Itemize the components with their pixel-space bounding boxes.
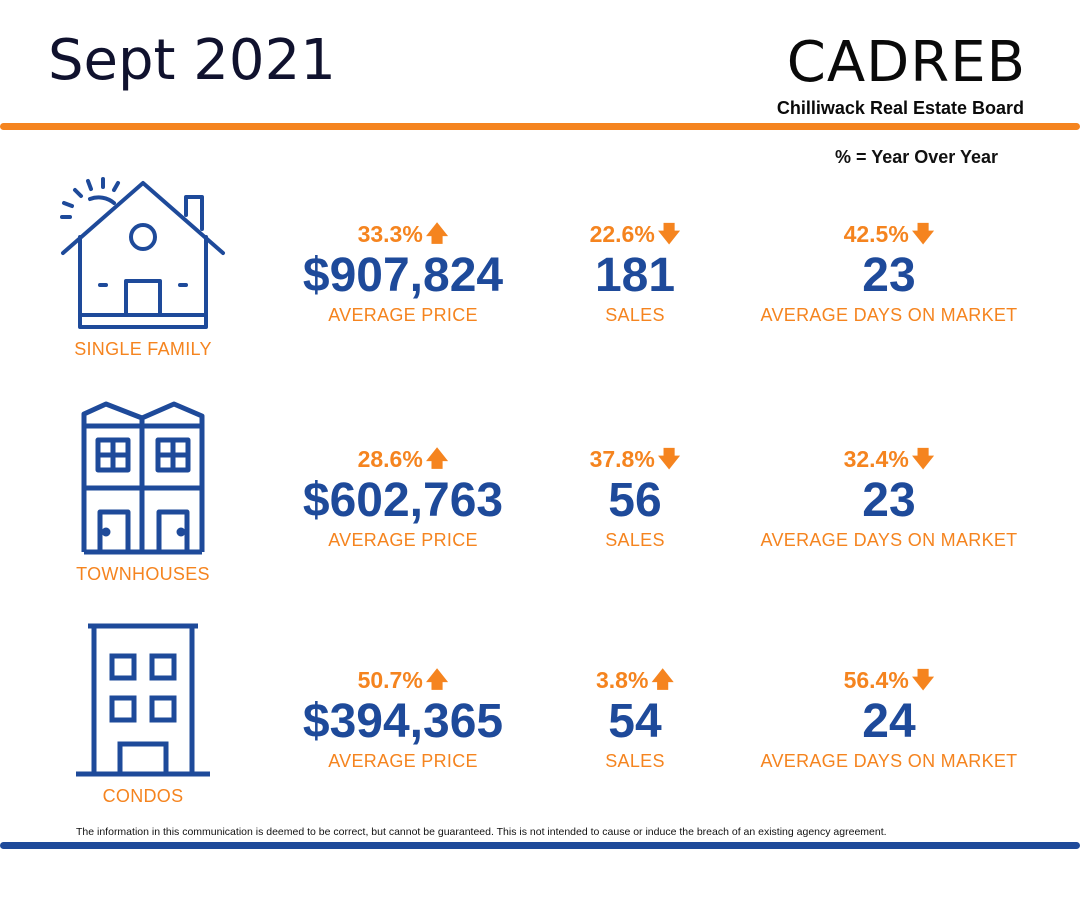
category-label: TOWNHOUSES xyxy=(76,564,210,584)
days-on-market-value: 24 xyxy=(862,695,916,748)
sales-label: SALES xyxy=(605,530,665,550)
header-divider xyxy=(0,123,1080,130)
days-on-market-stat: 42.5% 🡇 23 AVERAGE DAYS ON MARKET xyxy=(758,219,1020,326)
arrow-up-icon: 🡅 xyxy=(425,221,449,246)
dom-change: 32.4% 🡇 xyxy=(843,445,935,472)
days-on-market-label: AVERAGE DAYS ON MARKET xyxy=(760,530,1018,550)
disclaimer-text: The information in this communication is… xyxy=(76,826,887,838)
sales-stat: 3.8% 🡅 54 SALES xyxy=(555,665,715,772)
sales-stat: 37.8% 🡇 56 SALES xyxy=(555,444,715,551)
average-price-label: AVERAGE PRICE xyxy=(328,751,478,771)
arrow-down-icon: 🡇 xyxy=(911,221,935,246)
arrow-down-icon: 🡇 xyxy=(657,446,681,471)
days-on-market-label: AVERAGE DAYS ON MARKET xyxy=(760,305,1018,325)
dom-change: 42.5% 🡇 xyxy=(843,220,935,247)
days-on-market-value: 23 xyxy=(862,249,916,302)
townhouses-row: TOWNHOUSES 28.6% 🡅 $602,763 AVERAGE PRICE… xyxy=(0,400,1080,600)
average-price-label: AVERAGE PRICE xyxy=(328,305,478,325)
sales-label: SALES xyxy=(605,305,665,325)
average-price-stat: 50.7% 🡅 $394,365 AVERAGE PRICE xyxy=(283,665,523,772)
category-label: SINGLE FAMILY xyxy=(74,339,212,359)
category-label: CONDOS xyxy=(102,786,184,806)
sales-value: 54 xyxy=(608,695,662,748)
condos-row: CONDOS 50.7% 🡅 $394,365 AVERAGE PRICE 3.8… xyxy=(0,622,1080,822)
brand-name: CADREB xyxy=(786,30,1026,95)
price-change: 50.7% 🡅 xyxy=(357,666,449,693)
house-icon xyxy=(48,175,238,335)
sales-value: 181 xyxy=(594,249,676,302)
arrow-up-icon: 🡅 xyxy=(425,446,449,471)
brand-subtitle: Chilliwack Real Estate Board xyxy=(776,98,1024,118)
days-on-market-stat: 56.4% 🡇 24 AVERAGE DAYS ON MARKET xyxy=(758,665,1020,772)
sales-value: 56 xyxy=(608,474,662,527)
dom-change: 56.4% 🡇 xyxy=(843,666,935,693)
condo-building-icon xyxy=(48,622,238,782)
sales-change: 3.8% 🡅 xyxy=(595,666,675,693)
sales-label: SALES xyxy=(605,751,665,771)
arrow-down-icon: 🡇 xyxy=(911,446,935,471)
yoy-note: % = Year Over Year xyxy=(835,147,998,167)
average-price-value: $394,365 xyxy=(302,695,504,748)
footer-divider xyxy=(0,842,1080,849)
sales-change: 22.6% 🡇 xyxy=(589,220,681,247)
price-change: 28.6% 🡅 xyxy=(357,445,449,472)
average-price-label: AVERAGE PRICE xyxy=(328,530,478,550)
arrow-up-icon: 🡅 xyxy=(651,667,675,692)
arrow-down-icon: 🡇 xyxy=(657,221,681,246)
arrow-up-icon: 🡅 xyxy=(425,667,449,692)
days-on-market-stat: 32.4% 🡇 23 AVERAGE DAYS ON MARKET xyxy=(758,444,1020,551)
days-on-market-value: 23 xyxy=(862,474,916,527)
single-family-row: SINGLE FAMILY 33.3% 🡅 $907,824 AVERAGE PR… xyxy=(0,175,1080,375)
average-price-value: $602,763 xyxy=(302,474,504,527)
townhouse-icon xyxy=(48,400,238,560)
average-price-stat: 33.3% 🡅 $907,824 AVERAGE PRICE xyxy=(283,219,523,326)
page-title: Sept 2021 xyxy=(48,28,336,93)
sales-change: 37.8% 🡇 xyxy=(589,445,681,472)
average-price-value: $907,824 xyxy=(302,249,504,302)
days-on-market-label: AVERAGE DAYS ON MARKET xyxy=(760,751,1018,771)
arrow-down-icon: 🡇 xyxy=(911,667,935,692)
sales-stat: 22.6% 🡇 181 SALES xyxy=(555,219,715,326)
price-change: 33.3% 🡅 xyxy=(357,220,449,247)
average-price-stat: 28.6% 🡅 $602,763 AVERAGE PRICE xyxy=(283,444,523,551)
